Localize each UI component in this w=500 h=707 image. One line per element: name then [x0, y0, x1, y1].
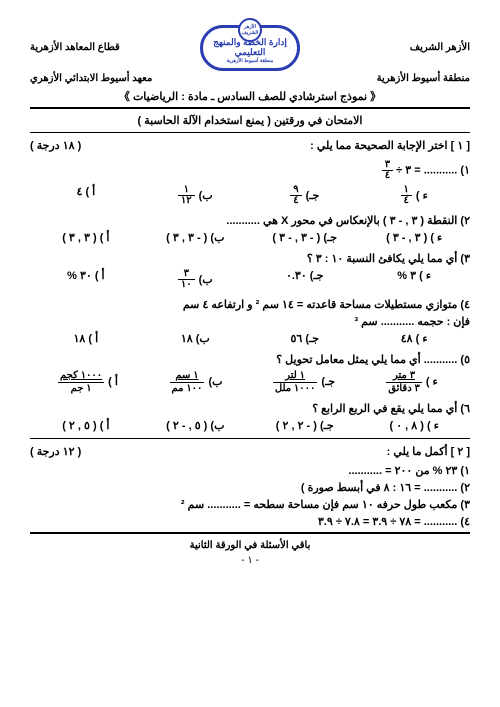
- divider: [30, 532, 470, 534]
- q5-opt-b: ب)١ سم١٠٠ مم: [142, 370, 250, 394]
- q6-options: أ ) ( ٥ , ٢ ) ب) ( ٥ , - ٢ ) جـ) ( - ٢ ,…: [30, 419, 470, 432]
- q1-opt-d: ء )١٤: [362, 185, 466, 206]
- q2-opt-a: أ ) ( ٣ , ٣ ): [34, 231, 138, 244]
- q2-opt-d: ء ) ( ٣ , - ٣ ): [362, 231, 466, 244]
- org-right-1: الأزهر الشريف: [325, 42, 470, 53]
- q1-opt-c: جـ)٩٤: [253, 185, 357, 206]
- section-1-marks: ( ١٨ درجة ): [30, 139, 81, 152]
- q5-opt-a: أ )١٠٠٠ كجم١ جم: [34, 370, 142, 394]
- logo-cell: الأزهر الشريف إدارة الخطة والمنهج التعلي…: [177, 25, 322, 71]
- footer-note: باقي الأسئلة في الورقة الثانية: [30, 540, 470, 551]
- q6-stem: ٦) أي مما يلي يقع في الربع الرابع ؟: [30, 402, 470, 415]
- q1-stem: ١) ........... = ٣ ÷ ٣٤: [30, 160, 470, 181]
- q3-options: أ ) ٣٠ % ب)٣١٠ جـ) ٠.٣٠ ء ) ٣ %: [30, 269, 470, 290]
- divider: [30, 438, 470, 439]
- q5-opt-c: جـ)١ لتر١٠٠٠ ملل: [250, 370, 358, 394]
- q4-options: أ ) ١٨ ب) ١٨ جـ) ٥٦ ء ) ٤٨: [30, 332, 470, 345]
- logo: الأزهر الشريف إدارة الخطة والمنهج التعلي…: [200, 25, 300, 71]
- q6-opt-c: جـ) ( - ٢ , ٢ ): [253, 419, 357, 432]
- header-row-1: الأزهر الشريف الأزهر الشريف إدارة الخطة …: [30, 25, 470, 71]
- q3-opt-c: جـ) ٠.٣٠: [253, 269, 357, 290]
- q2-opt-b: ب) ( - ٣ , ٣ ): [143, 231, 247, 244]
- s2-item-1: ١) ٢٣ % من ٢٠٠ = ...........: [30, 464, 470, 477]
- q4-opt-b: ب) ١٨: [143, 332, 247, 345]
- q1-options: أ ) ٤ ب)١١٢ جـ)٩٤ ء )١٤: [30, 185, 470, 206]
- s2-item-2: ٢) ........... = ١٦ : ٨ في أبسط صورة ): [30, 481, 470, 494]
- q3-stem: ٣) أي مما يلي يكافئ النسبة ١٠ : ٣ ؟: [30, 252, 470, 265]
- q4-stem2: فإن : حجمه ........... سم ³: [30, 315, 470, 328]
- s2-item-4: ٤) ........... = ٧٨ ÷ ٣.٩ = ٧.٨ ÷ ٣.٩: [30, 515, 470, 528]
- q2-options: أ ) ( ٣ , ٣ ) ب) ( - ٣ , ٣ ) جـ) ( - ٣ ,…: [30, 231, 470, 244]
- q1-fraction: ٣٤: [382, 160, 393, 181]
- exam-notice: الامتحان في ورقتين ( يمنع استخدام الآلة …: [30, 114, 470, 127]
- q4-opt-d: ء ) ٤٨: [362, 332, 466, 345]
- exam-title: 《 نموذج استرشادي للصف السادس ـ مادة : ال…: [30, 88, 470, 104]
- q4-opt-a: أ ) ١٨: [34, 332, 138, 345]
- divider: [30, 132, 470, 133]
- q2-stem: ٢) النقطة ( ٣ , - ٣ ) بالإنعكاس في محور …: [30, 214, 470, 227]
- section-1-title: [ ١ ] اختر الإجابة الصحيحة مما يلي :: [310, 139, 470, 152]
- q5-stem: ٥) ........... أي مما يلي يمثل معامل تحو…: [30, 353, 470, 366]
- section-2-head: [ ٢ ] أكمل ما يلي : ( ١٢ درجة ): [30, 445, 470, 458]
- logo-sub: منطقة أسيوط الأزهرية: [209, 58, 291, 64]
- q6-opt-d: ء ) ( ٨ , ٠ ): [362, 419, 466, 432]
- org-left-1: قطاع المعاهد الأزهرية: [30, 42, 175, 53]
- section-2-items: ١) ٢٣ % من ٢٠٠ = ........... ٢) ........…: [30, 464, 470, 528]
- q1-opt-a: أ ) ٤: [34, 185, 138, 206]
- q4-stem: ٤) متوازي مستطيلات مساحة قاعدته = ١٤ سم …: [30, 298, 470, 311]
- q5-options: أ )١٠٠٠ كجم١ جم ب)١ سم١٠٠ مم جـ)١ لتر١٠٠…: [30, 370, 470, 394]
- section-2-marks: ( ١٢ درجة ): [30, 445, 81, 458]
- logo-seal: الأزهر الشريف: [238, 18, 262, 42]
- q3-opt-d: ء ) ٣ %: [362, 269, 466, 290]
- section-1-head: [ ١ ] اختر الإجابة الصحيحة مما يلي : ( ١…: [30, 139, 470, 152]
- org-right-2: منطقة أسيوط الأزهرية: [325, 73, 470, 84]
- q3-opt-a: أ ) ٣٠ %: [34, 269, 138, 290]
- section-2-title: [ ٢ ] أكمل ما يلي :: [387, 445, 470, 458]
- q1-opt-b: ب)١١٢: [143, 185, 247, 206]
- divider: [30, 107, 470, 109]
- q4-opt-c: جـ) ٥٦: [253, 332, 357, 345]
- header-row-2: منطقة أسيوط الأزهرية معهد أسيوط الابتدائ…: [30, 73, 470, 84]
- q3-opt-b: ب)٣١٠: [143, 269, 247, 290]
- q6-opt-b: ب) ( ٥ , - ٢ ): [143, 419, 247, 432]
- org-left-2: معهد أسيوط الابتدائي الأزهري: [30, 73, 175, 84]
- q6-opt-a: أ ) ( ٥ , ٢ ): [34, 419, 138, 432]
- q5-opt-d: ء )٣ متر٣ دقائق: [358, 370, 466, 394]
- s2-item-3: ٣) مكعب طول حرفه ١٠ سم فإن مساحة سطحه = …: [30, 498, 470, 511]
- q2-opt-c: جـ) ( - ٣ , - ٣ ): [253, 231, 357, 244]
- page-number: - ١ -: [30, 555, 470, 566]
